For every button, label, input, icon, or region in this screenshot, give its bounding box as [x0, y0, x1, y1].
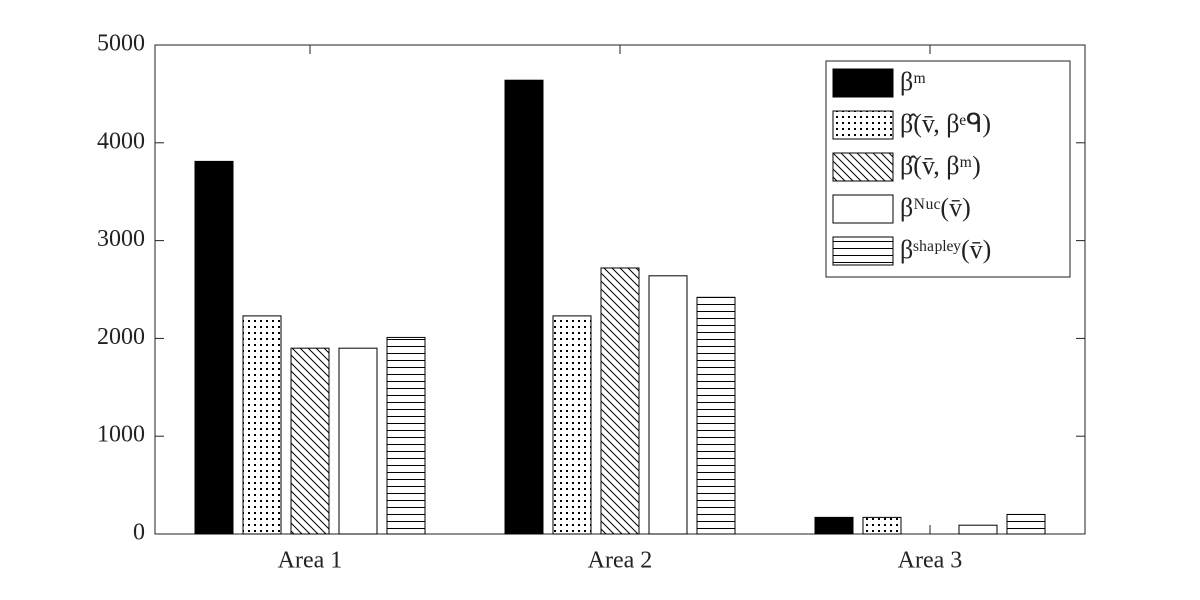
- legend-swatch: [832, 194, 894, 224]
- bar: [386, 336, 426, 535]
- y-tick-label: 3000: [97, 226, 145, 252]
- bar: [290, 347, 330, 535]
- y-tick-label: 2000: [97, 324, 145, 350]
- legend-label: β̂(v̄, βᵉᑫ): [900, 109, 991, 138]
- bar: [552, 315, 592, 535]
- legend-swatch: [832, 152, 894, 182]
- bar: [504, 79, 544, 535]
- legend-label: βᴺᵘᶜ(v̄): [900, 193, 971, 222]
- y-tick-label: 1000: [97, 422, 145, 448]
- bar: [862, 516, 902, 535]
- y-tick-label: 4000: [97, 128, 145, 154]
- bar: [1006, 513, 1046, 535]
- bar: [600, 267, 640, 535]
- bar: [242, 315, 282, 535]
- bar: [338, 347, 378, 535]
- legend-label: β̂(v̄, βᵐ): [900, 151, 981, 180]
- legend-label: βˢʰᵃᵖˡᵉʸ(v̄): [900, 235, 991, 264]
- bar: [814, 516, 854, 535]
- x-tick-label: Area 3: [898, 548, 963, 574]
- bar: [696, 296, 736, 535]
- legend-label: βᵐ: [900, 67, 926, 96]
- bar: [958, 524, 998, 535]
- y-tick-label: 0: [133, 520, 145, 546]
- bar: [194, 160, 234, 535]
- x-tick-label: Area 1: [278, 548, 343, 574]
- legend: βᵐ β̂(v̄, βᵉᑫ) β̂(v̄, βᵐ) βᴺᵘᶜ(v̄) βˢʰᵃᵖˡᵉʸ(…: [825, 60, 1071, 278]
- legend-swatch: [832, 110, 894, 140]
- bar: [648, 275, 688, 535]
- x-tick-label: Area 2: [588, 548, 653, 574]
- y-tick-label: 5000: [97, 31, 145, 57]
- legend-swatch: [832, 236, 894, 266]
- legend-swatch: [832, 68, 894, 98]
